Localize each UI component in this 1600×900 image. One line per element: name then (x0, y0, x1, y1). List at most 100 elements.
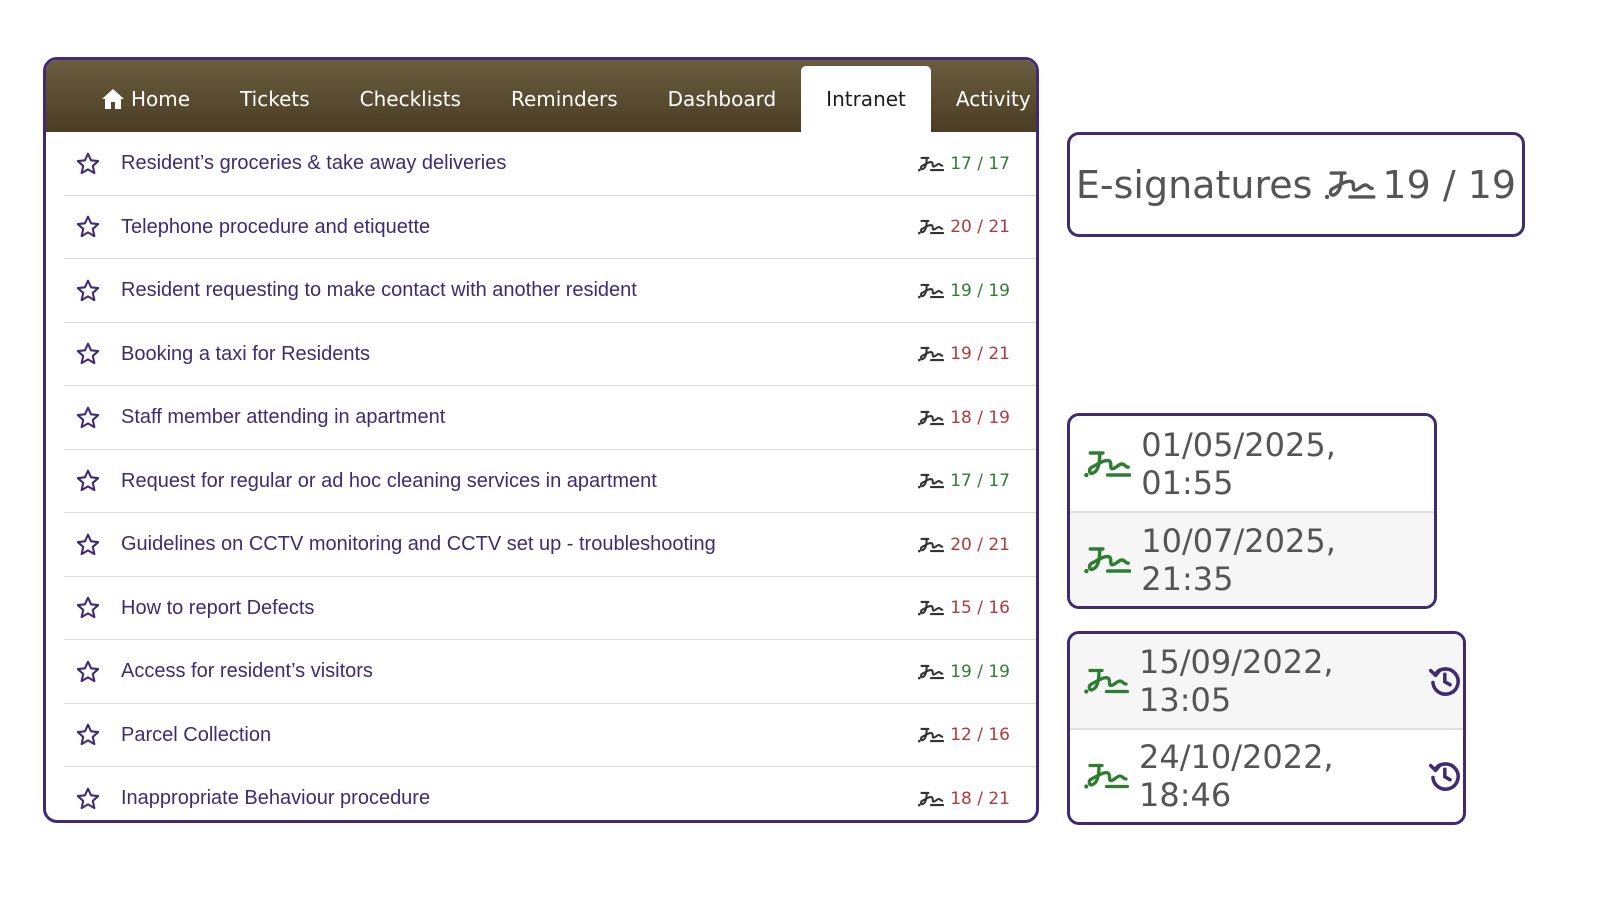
signature-count-value: 19 / 19 (950, 280, 1010, 301)
document-list: Resident’s groceries & take away deliver… (46, 132, 1036, 820)
tab-intranet[interactable]: Intranet (801, 66, 931, 132)
star-icon[interactable] (75, 214, 101, 240)
tab-label: Dashboard (667, 87, 777, 111)
signature-count-value: 12 / 16 (950, 725, 1010, 746)
signature-icon (1084, 763, 1129, 789)
document-title[interactable]: Telephone procedure and etiquette (121, 215, 431, 238)
row-divider (64, 321, 1036, 323)
signature-icon (1084, 546, 1132, 573)
star-icon[interactable] (75, 341, 101, 367)
document-row[interactable]: Telephone procedure and etiquette 20 / 21 (46, 196, 1036, 259)
row-divider (64, 258, 1036, 259)
document-title[interactable]: Parcel Collection (121, 723, 272, 746)
signature-count-value: 19 / 21 (950, 344, 1010, 365)
row-divider (64, 639, 1036, 640)
row-divider (64, 702, 1036, 704)
signature-count: 19 / 21 (918, 344, 1010, 364)
star-icon[interactable] (75, 532, 101, 558)
main-nav: Home Tickets Checklists Reminders Dashbo… (46, 60, 1036, 132)
row-divider (64, 448, 1036, 450)
tab-activity[interactable]: Activity (931, 66, 1036, 132)
signature-count-value: 18 / 21 (950, 788, 1010, 809)
signature-count: 15 / 16 (918, 598, 1010, 618)
signature-icon (918, 410, 945, 426)
document-title[interactable]: Resident requesting to make contact with… (121, 279, 637, 302)
star-icon[interactable] (75, 786, 101, 812)
history-icon[interactable] (1427, 757, 1463, 795)
signature-count-value: 17 / 17 (950, 471, 1010, 492)
star-icon[interactable] (75, 151, 101, 177)
signed-entry: 01/05/2025, 01:55 (1070, 416, 1434, 511)
history-entry: 24/10/2022, 18:46 (1070, 728, 1463, 822)
signature-count-value: 19 / 19 (950, 661, 1010, 682)
signature-count: 19 / 19 (918, 662, 1010, 682)
document-title[interactable]: Guidelines on CCTV monitoring and CCTV s… (121, 533, 716, 556)
document-title[interactable]: Request for regular or ad hoc cleaning s… (121, 469, 657, 492)
star-icon[interactable] (75, 405, 101, 431)
history-entry: 15/09/2022, 13:05 (1070, 634, 1463, 728)
signature-count: 17 / 17 (918, 471, 1010, 491)
history-icon[interactable] (1427, 662, 1463, 700)
document-row[interactable]: How to report Defects 15 / 16 (46, 577, 1036, 640)
star-icon[interactable] (75, 722, 101, 748)
signature-icon (918, 728, 945, 743)
document-row[interactable]: Booking a taxi for Residents 19 / 21 (46, 323, 1036, 386)
signature-count: 12 / 16 (918, 725, 1010, 745)
document-row[interactable]: Request for regular or ad hoc cleaning s… (46, 450, 1036, 513)
document-row[interactable]: Staff member attending in apartment 18 / … (46, 386, 1036, 450)
signature-icon (918, 347, 945, 362)
signature-icon (918, 664, 945, 680)
tab-label: Intranet (826, 87, 906, 111)
document-row[interactable]: Parcel Collection 12 / 16 (46, 704, 1036, 767)
intranet-panel: Home Tickets Checklists Reminders Dashbo… (43, 57, 1039, 823)
star-icon[interactable] (75, 595, 101, 621)
document-title[interactable]: Booking a taxi for Residents (121, 342, 371, 365)
tab-home[interactable]: Home (76, 66, 215, 132)
esignatures-label: E-signatures (1075, 162, 1313, 207)
row-divider (64, 194, 1036, 196)
tab-label: Reminders (510, 87, 618, 111)
signed-entry: 10/07/2025, 21:35 (1070, 511, 1434, 606)
row-divider (64, 512, 1036, 513)
signature-count: 20 / 21 (918, 535, 1010, 555)
signature-icon (918, 283, 945, 299)
signature-icon (918, 156, 945, 172)
document-title[interactable]: Inappropriate Behaviour procedure (121, 787, 431, 810)
signed-date: 01/05/2025, 01:55 (1141, 425, 1336, 502)
signature-count-value: 18 / 19 (950, 407, 1010, 428)
document-row[interactable]: Resident requesting to make contact with… (46, 259, 1036, 323)
document-row[interactable]: Inappropriate Behaviour procedure 18 / 21 (46, 767, 1036, 820)
signature-icon (1325, 170, 1376, 199)
tab-checklists[interactable]: Checklists (335, 66, 486, 132)
document-row[interactable]: Access for resident’s visitors 19 / 19 (46, 640, 1036, 704)
star-icon[interactable] (75, 659, 101, 685)
tab-label: Checklists (359, 87, 461, 111)
row-divider (64, 385, 1036, 386)
signature-icon (1084, 450, 1132, 477)
star-icon[interactable] (75, 468, 101, 494)
row-divider (64, 766, 1036, 767)
document-row[interactable]: Guidelines on CCTV monitoring and CCTV s… (46, 513, 1036, 577)
home-icon (102, 89, 124, 109)
document-title[interactable]: How to report Defects (121, 596, 315, 619)
tab-tickets[interactable]: Tickets (215, 66, 335, 132)
star-icon[interactable] (75, 278, 101, 304)
signature-icon (918, 474, 945, 489)
esignatures-count: 19 / 19 (1382, 162, 1517, 207)
tab-reminders[interactable]: Reminders (486, 66, 643, 132)
signature-count: 17 / 17 (918, 154, 1010, 174)
document-title[interactable]: Access for resident’s visitors (121, 660, 373, 683)
tab-label: Tickets (240, 87, 310, 111)
tab-label: Activity (955, 87, 1031, 111)
tab-dashboard[interactable]: Dashboard (643, 66, 802, 132)
signature-count: 20 / 21 (918, 217, 1010, 237)
signature-count: 18 / 21 (918, 789, 1010, 809)
document-row[interactable]: Resident’s groceries & take away deliver… (46, 132, 1036, 196)
document-title[interactable]: Resident’s groceries & take away deliver… (121, 152, 507, 175)
signature-count: 18 / 19 (918, 408, 1010, 428)
history-date: 24/10/2022, 18:46 (1138, 738, 1334, 814)
document-title[interactable]: Staff member attending in apartment (121, 406, 446, 429)
signed-date: 10/07/2025, 21:35 (1141, 521, 1336, 598)
signature-count-value: 20 / 21 (950, 534, 1010, 555)
signature-icon (918, 791, 945, 807)
